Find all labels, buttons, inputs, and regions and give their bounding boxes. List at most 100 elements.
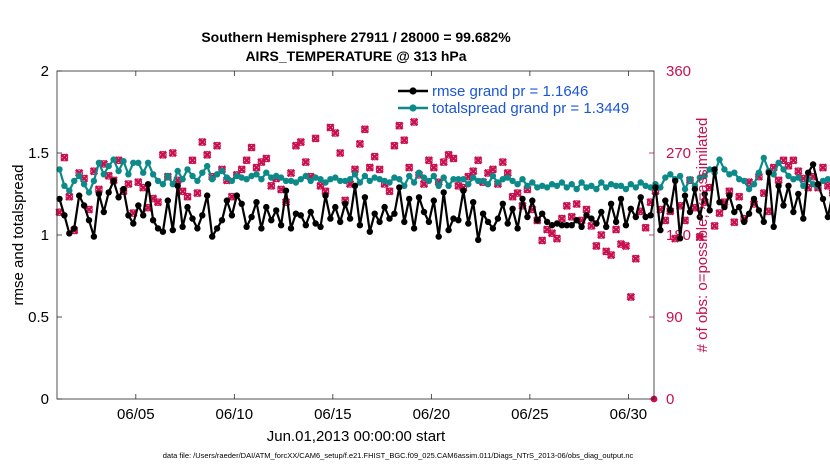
obs-possible-point: [252, 163, 261, 172]
rmse-point: [612, 218, 620, 226]
obs-assimilated-point: [449, 154, 458, 163]
obs-possible-point: [612, 225, 620, 234]
obs-possible-point: [572, 200, 581, 208]
totalspread-point: [790, 176, 797, 183]
totalspread-point: [740, 177, 748, 185]
obs-possible-point: [301, 158, 310, 166]
rmse-point: [371, 210, 378, 217]
obs-possible-point: [449, 154, 458, 163]
obs-possible-point: [124, 180, 133, 188]
totalspread-point: [755, 169, 763, 176]
rmse-point: [401, 218, 408, 226]
obs-possible-point: [513, 189, 522, 197]
totalspread-point: [824, 176, 830, 183]
rmse-point: [218, 217, 226, 224]
totalspread-point: [189, 172, 196, 180]
obs-possible-point: [242, 156, 251, 165]
rmse-point: [238, 200, 245, 207]
rmse-point: [312, 220, 319, 227]
obs-possible-point: [626, 293, 635, 301]
rmse-point: [120, 185, 127, 193]
obs-possible-point: [439, 158, 448, 166]
obs-assimilated-point: [237, 165, 246, 174]
rmse-point: [676, 235, 684, 242]
obs-possible-point: [365, 163, 374, 172]
obs-possible-point: [287, 169, 295, 177]
rmse-point: [406, 195, 413, 203]
obs-assimilated-point: [454, 181, 463, 190]
rmse-point: [268, 217, 275, 224]
obs-assimilated-point: [60, 153, 69, 162]
totalspread-point: [450, 176, 457, 183]
rmse-point: [731, 208, 738, 216]
obs-possible-point: [562, 202, 571, 210]
totalspread-point: [440, 174, 447, 181]
obs-assimilated-point: [597, 230, 606, 240]
obs-assimilated-point: [296, 137, 305, 147]
totalspread-point: [243, 176, 250, 183]
obs-assimilated-point: [370, 152, 379, 161]
rmse-point: [213, 225, 221, 232]
rmse-point: [204, 192, 211, 199]
rmse-point: [130, 220, 137, 227]
rmse-point: [337, 218, 344, 226]
obs-assimilated-point: [488, 165, 498, 174]
rmse-point: [189, 215, 196, 222]
obs-possible-point: [169, 149, 177, 157]
rmse-point: [263, 203, 270, 211]
rmse-point: [282, 187, 290, 194]
obs-assimilated-point: [695, 232, 704, 241]
totalspread-point: [430, 172, 437, 180]
obs-possible-point: [213, 141, 221, 150]
totalspread-point: [681, 185, 689, 193]
totalspread-point: [76, 172, 83, 180]
rmse-point: [558, 222, 566, 229]
obs-possible-point: [370, 152, 379, 161]
rmse-point: [627, 205, 634, 212]
totalspread-point: [706, 166, 713, 173]
rmse-point: [736, 203, 743, 211]
obs-assimilated-point: [168, 148, 177, 158]
rmse-point: [494, 215, 502, 222]
rmse-point: [785, 182, 792, 189]
obs-possible-point: [597, 231, 606, 239]
obs-assimilated-point: [94, 185, 104, 194]
rmse-point: [76, 192, 83, 199]
obs-assimilated-point: [582, 205, 591, 214]
rmse-point: [617, 195, 625, 203]
rmse-point: [652, 184, 659, 191]
obs-possible-point: [203, 151, 212, 159]
obs-possible-point: [292, 141, 300, 150]
rmse-point: [548, 222, 556, 229]
obs-possible-point: [567, 213, 576, 221]
rmse-point: [332, 203, 339, 211]
rmse-point: [750, 195, 758, 203]
rmse-point: [775, 182, 782, 189]
rmse-point: [105, 189, 112, 196]
rmse-point: [647, 212, 654, 219]
totalspread-point: [159, 181, 167, 188]
rmse-point: [465, 220, 472, 227]
totalspread-point: [593, 185, 600, 193]
totalspread-point: [95, 159, 103, 166]
totalspread-point: [504, 174, 511, 181]
totalspread-point: [100, 171, 108, 178]
rmse-point: [154, 225, 162, 232]
totalspread-point: [612, 182, 620, 189]
totalspread-point: [386, 179, 393, 186]
totalspread-point: [780, 166, 787, 173]
totalspread-point: [144, 159, 152, 166]
rmse-point: [598, 208, 605, 216]
obs-possible-point: [735, 192, 744, 201]
totalspread-point: [361, 172, 369, 180]
obs-possible-point: [296, 138, 305, 146]
totalspread-point: [105, 162, 112, 170]
totalspread-point: [56, 166, 63, 173]
legend-rmse-marker: [409, 87, 417, 95]
totalspread-point: [179, 176, 186, 183]
rmse-point: [140, 212, 147, 219]
totalspread-point: [184, 166, 191, 173]
totalspread-point: [327, 176, 334, 183]
totalspread-point: [307, 177, 314, 185]
obs-assimilated-point: [710, 221, 719, 231]
